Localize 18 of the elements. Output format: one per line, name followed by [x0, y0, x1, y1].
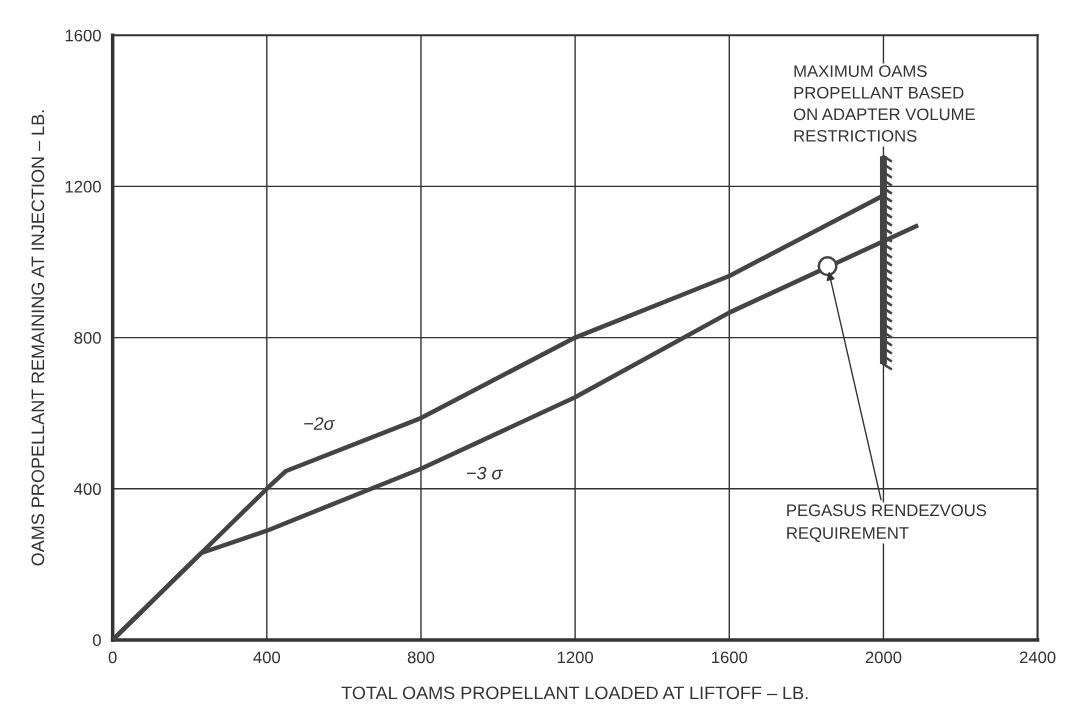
y-tick-label: 800: [74, 331, 101, 344]
y-tick-label: 1600: [65, 29, 101, 42]
series-label: −2σ: [304, 417, 336, 430]
x-tick-label: 0: [108, 651, 117, 664]
x-tick-label: 800: [407, 651, 435, 664]
x-tick-label: 1200: [557, 651, 594, 664]
x-tick-label: 2400: [1019, 651, 1056, 664]
y-axis-title: OAMS PROPELLANT REMAINING AT INJECTION – LB.: [31, 110, 45, 566]
annotation: MAXIMUM OAMS PROPELLANT BASED ON ADAPTER VOLUME RESTRICTIONS: [793, 65, 975, 142]
y-tick-label: 1200: [65, 180, 101, 193]
x-tick-label: 1600: [712, 651, 748, 664]
x-tick-label: 400: [253, 651, 281, 664]
y-tick-label: 0: [92, 634, 101, 647]
series-label: −3 σ: [467, 466, 503, 480]
x-tick-label: 2000: [865, 651, 902, 664]
x-axis-title: TOTAL OAMS PROPELLANT LOADED AT LIFTOFF – LB.: [341, 686, 808, 700]
y-tick-label: 400: [74, 483, 101, 495]
annotation: PEGASUS RENDEZVOUS REQUIREMENT: [787, 504, 987, 542]
